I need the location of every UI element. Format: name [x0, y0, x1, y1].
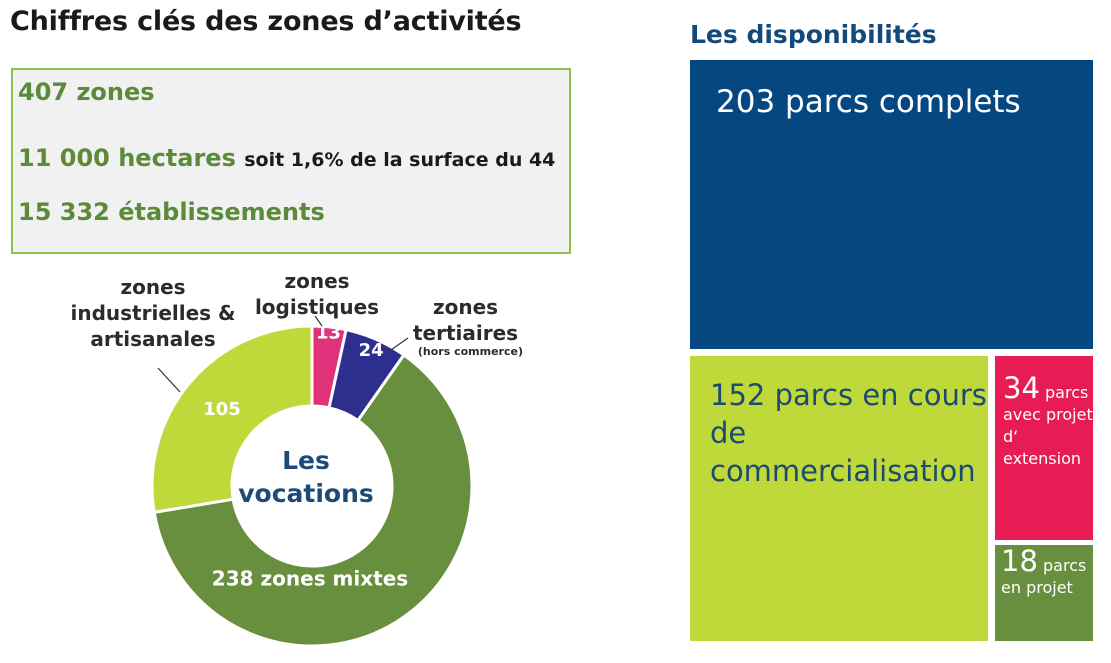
donut-slice: [150, 324, 314, 515]
tile-label: 152 parcs en cours de commercialisation: [710, 376, 990, 490]
page-title: Chiffres clés des zones d’activités: [10, 6, 522, 37]
legend-label-tertiaires: zones tertiaires (hors commerce): [408, 294, 523, 358]
key-figure-value: 407 zones: [18, 78, 155, 106]
tile-number: 152: [710, 378, 766, 412]
treemap-tile-commercialisation: 152 parcs en cours de commercialisation: [690, 356, 988, 641]
key-figures-box: 407 zones 11 000 hectares soit 1,6% de l…: [11, 68, 571, 254]
key-figure-zones: 407 zones: [18, 78, 155, 106]
treemap-tile-complets: 203 parcs complets: [690, 60, 1093, 349]
donut-center-label: Les vocations: [238, 446, 374, 508]
series-name: zones industrielles & artisanales: [70, 275, 236, 351]
tile-text: parcs en projet: [1001, 556, 1087, 597]
key-figure-value: 11 000 hectares: [18, 144, 236, 172]
tile-label: 34 parcs avec projet d‘ extension: [1003, 372, 1095, 470]
tile-number: 18: [1001, 544, 1038, 578]
donut-slice: [152, 352, 474, 648]
tile-text: parcs avec projet d‘ extension: [1003, 383, 1093, 468]
donut-value-label: 13: [316, 322, 341, 343]
tile-text: parcs en cours de commercialisation: [710, 378, 987, 488]
tile-text: parcs complets: [785, 84, 1021, 120]
tile-number: 203: [716, 84, 776, 120]
series-name: zones tertiaires: [412, 295, 519, 345]
series-name: zones logistiques: [254, 269, 380, 319]
donut-chart: 13 24 238 zones mixtes 105: [150, 315, 474, 648]
treemap-tile-projet: 18 parcs en projet: [995, 545, 1093, 641]
key-figure-hectares: 11 000 hectares soit 1,6% de la surface …: [18, 144, 555, 172]
tile-number: 34: [1003, 371, 1040, 405]
leader-line: [314, 315, 323, 327]
key-figure-value: 15 332 établissements: [18, 198, 325, 226]
tile-label: 203 parcs complets: [716, 84, 1021, 120]
treemap-tile-extension: 34 parcs avec projet d‘ extension: [995, 356, 1093, 540]
legend-label-industrielles: zones industrielles & artisanales: [68, 274, 238, 352]
donut-value-label: 105: [203, 399, 241, 420]
treemap-title: Les disponibilités: [690, 20, 937, 49]
leader-line: [157, 367, 181, 393]
leader-line: [387, 337, 409, 353]
series-note: (hors commerce): [417, 345, 523, 358]
tile-label: 18 parcs en projet: [1001, 545, 1093, 599]
donut-value-label: 238 zones mixtes: [212, 567, 408, 591]
key-figure-etablissements: 15 332 établissements: [18, 198, 325, 226]
key-figure-suffix: soit 1,6% de la surface du 44: [244, 149, 556, 171]
legend-label-logistiques: zones logistiques: [252, 268, 382, 320]
donut-value-label: 24: [359, 340, 384, 361]
